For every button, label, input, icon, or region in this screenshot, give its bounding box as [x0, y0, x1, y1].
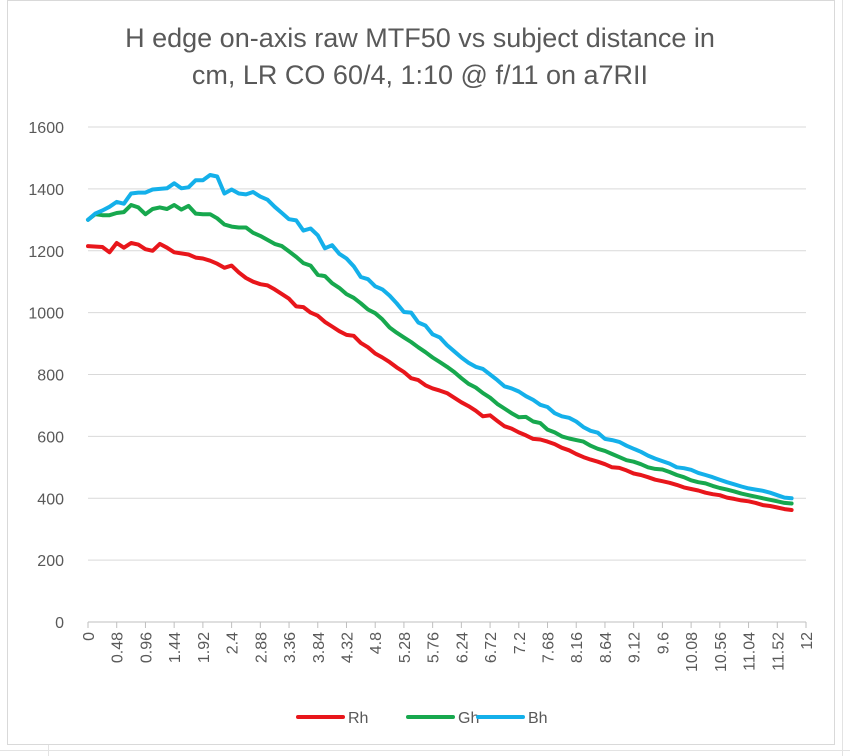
- x-tick-label: 2.88: [253, 632, 270, 663]
- x-tick-label: 6.24: [454, 632, 471, 663]
- x-tick-label: 7.2: [512, 632, 529, 654]
- x-tick-label: 8.64: [598, 632, 615, 663]
- y-tick-label: 200: [37, 553, 64, 570]
- chart-title-line-2: cm, LR CO 60/4, 1:10 @ f/11 on a7RII: [191, 60, 649, 90]
- x-tick-label: 1.44: [167, 632, 184, 663]
- x-tick-label: 1.92: [196, 632, 213, 663]
- y-tick-label: 1000: [28, 306, 64, 323]
- x-tick-label: 0.96: [138, 632, 155, 663]
- y-tick-label: 600: [37, 429, 64, 446]
- chart-title: H edge on-axis raw MTF50 vs subject dist…: [60, 20, 780, 94]
- legend-label-gh: Gh: [458, 710, 479, 727]
- x-tick-label: 3.36: [282, 632, 299, 663]
- x-tick-label: 0.48: [110, 632, 127, 663]
- x-tick-label: 0: [81, 632, 98, 641]
- chart-area[interactable]: [7, 0, 835, 745]
- y-tick-label: 400: [37, 491, 64, 508]
- y-tick-label: 1400: [28, 182, 64, 199]
- x-tick-label: 10.56: [713, 632, 730, 672]
- plot-series: [86, 173, 794, 512]
- x-tick-label: 12: [799, 632, 816, 650]
- x-tick-label: 9.6: [655, 632, 672, 654]
- y-tick-label: 1600: [28, 120, 64, 137]
- x-tick-label: 3.84: [311, 632, 328, 663]
- x-tick-label: 2.4: [225, 632, 242, 654]
- legend: Rh Gh Bh: [296, 710, 548, 727]
- x-tick-label: 4.32: [339, 632, 356, 663]
- x-axis: 0 0.48 0.96 1.44 1.92 2.4 2.88 3.36 3.84 4.32 4.8 5…: [81, 621, 816, 672]
- series-line-rh: [86, 241, 794, 512]
- x-tick-label: 9.12: [627, 632, 644, 663]
- x-tick-label: 7.68: [541, 632, 558, 663]
- plot-gridlines: [88, 126, 806, 561]
- y-tick-label: 800: [37, 368, 64, 385]
- chart-title-line-1: H edge on-axis raw MTF50 vs subject dist…: [125, 23, 715, 53]
- legend-label-rh: Rh: [348, 710, 368, 727]
- x-tick-label: 4.8: [368, 632, 385, 654]
- x-tick-label: 5.28: [397, 632, 414, 663]
- legend-label-bh: Bh: [528, 710, 548, 727]
- x-tick-label: 10.08: [684, 632, 701, 672]
- y-tick-label: 0: [55, 615, 64, 632]
- x-tick-label: 11.04: [742, 632, 759, 671]
- y-tick-label: 1200: [28, 244, 64, 261]
- y-axis: 0 200 400 600 800 1000 1200 1400 1600: [28, 120, 64, 632]
- series-line-gh: [86, 203, 794, 506]
- x-tick-label: 5.76: [426, 632, 443, 663]
- x-tick-label: 6.72: [483, 632, 500, 663]
- x-tick-label: 11.52: [770, 632, 787, 671]
- x-tick-label: 8.16: [569, 632, 586, 663]
- series-line-bh: [86, 173, 794, 501]
